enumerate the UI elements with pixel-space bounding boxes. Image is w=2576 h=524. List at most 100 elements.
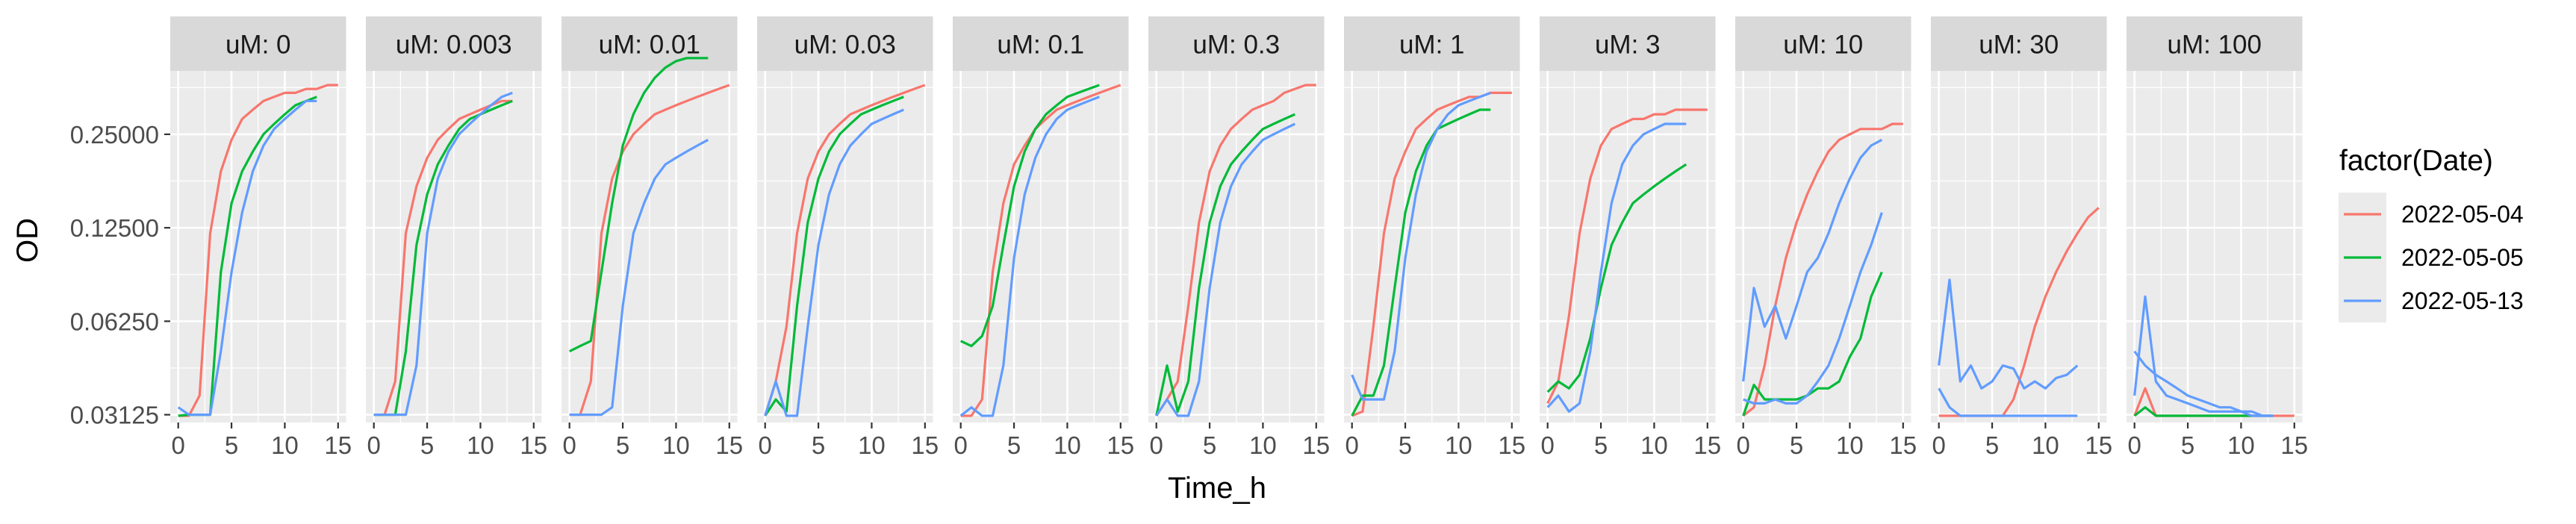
facet-panel: uM: 30 0 5 10 15	[1931, 16, 2112, 459]
x-tick-label: 15	[715, 431, 743, 459]
y-axis: 0.03125 0.06250 0.12500 0.25000	[70, 121, 170, 429]
series-line	[1351, 91, 1491, 401]
x-tick-label: 5	[225, 431, 238, 459]
y-tick-label: 0.03125	[70, 402, 159, 429]
x-tick-label: 15	[1889, 431, 1917, 459]
facet-panel: uM: 0.01 0 5 10 15	[561, 16, 743, 459]
series-line	[569, 138, 709, 417]
x-tick-label: 15	[1498, 431, 1525, 459]
y-tick-label: 0.12500	[70, 214, 159, 242]
x-tick-label: 5	[1985, 431, 1999, 459]
x-tick-label: 15	[2280, 431, 2308, 459]
x-tick-label: 10	[1445, 431, 1472, 459]
x-tick-label: 10	[662, 431, 690, 459]
x-tick-label: 10	[1640, 431, 1668, 459]
x-tick-label: 5	[1203, 431, 1216, 459]
facet-panel: uM: 0.1 0 5 10 15	[953, 16, 1134, 459]
series-line	[568, 57, 709, 353]
facet-panel: uM: 10 0 5 10 15	[1735, 16, 1917, 459]
facet-panel: uM: 1 0 5 10 15	[1344, 16, 1525, 459]
series-line	[2133, 350, 2274, 417]
legend-item: 2022-05-04	[2339, 193, 2524, 236]
series-line	[373, 91, 513, 417]
x-tick-label: 10	[1054, 431, 1081, 459]
legend-item: 2022-05-13	[2339, 279, 2524, 322]
facet-panel: uM: 0.03 0 5 10 15	[757, 16, 939, 459]
x-tick-label: 15	[1302, 431, 1330, 459]
facet-strip	[1931, 16, 2107, 71]
x-tick-label: 15	[1107, 431, 1134, 459]
facet-strip	[366, 16, 542, 71]
legend-label: 2022-05-13	[2401, 287, 2524, 314]
x-tick-label: 5	[1007, 431, 1021, 459]
facet-panel: uM: 0.3 0 5 10 15	[1148, 16, 1330, 459]
x-tick-label: 0	[954, 431, 968, 459]
series-line	[1155, 122, 1295, 417]
facet-panel: uM: 3 0 5 10 15	[1540, 16, 1721, 459]
facet-strip-label: uM: 0.3	[1192, 31, 1280, 60]
series-line	[1742, 271, 1883, 417]
series-line	[1546, 163, 1687, 393]
facet-strip-label: uM: 10	[1783, 31, 1863, 60]
y-tick-label: 0.06250	[70, 308, 159, 335]
x-tick-label: 10	[858, 431, 886, 459]
series-line	[764, 96, 904, 417]
series-line	[1155, 113, 1295, 417]
facet-strip	[1540, 16, 1716, 71]
series-line	[1546, 122, 1687, 413]
facet-strip-label: uM: 0	[225, 31, 291, 60]
x-tick-label: 0	[1932, 431, 1946, 459]
facet-strip	[1344, 16, 1520, 71]
x-tick-label: 0	[563, 431, 576, 459]
x-tick-label: 5	[812, 431, 825, 459]
series-line	[960, 84, 1121, 417]
x-axis-title: Time_h	[1168, 472, 1266, 505]
x-tick-label: 15	[1693, 431, 1721, 459]
x-tick-label: 0	[172, 431, 185, 459]
x-tick-label: 0	[1150, 431, 1163, 459]
series-line	[960, 84, 1100, 348]
facet-strip-label: uM: 0.1	[997, 31, 1084, 60]
facet-strip-label: uM: 0.03	[794, 31, 896, 60]
x-tick-label: 5	[420, 431, 434, 459]
x-tick-label: 0	[1737, 431, 1750, 459]
facet-strip	[953, 16, 1129, 71]
series-line	[1546, 108, 1708, 405]
facet-strip	[757, 16, 933, 71]
series-line	[177, 99, 317, 417]
y-tick-label: 0.25000	[70, 121, 159, 149]
facet-strip	[1148, 16, 1325, 71]
x-tick-label: 5	[1790, 431, 1803, 459]
facet-strip-label: uM: 1	[1399, 31, 1465, 60]
series-line	[959, 96, 1100, 417]
series-line	[1742, 122, 1903, 417]
series-line	[1351, 108, 1491, 417]
x-tick-label: 5	[1399, 431, 1412, 459]
x-tick-label: 10	[467, 431, 494, 459]
facet-panel: uM: 0.003 0 5 10 15	[366, 16, 547, 459]
facet-strip	[170, 16, 346, 71]
x-tick-label: 10	[2032, 431, 2059, 459]
facet-strip	[1735, 16, 1911, 71]
facet-panel: uM: 100 0 5 10 15	[2127, 16, 2308, 459]
x-tick-label: 5	[2181, 431, 2194, 459]
legend-title: factor(Date)	[2339, 145, 2493, 177]
series-line	[764, 108, 904, 417]
x-tick-label: 0	[367, 431, 381, 459]
x-tick-label: 15	[520, 431, 547, 459]
x-tick-label: 5	[1594, 431, 1608, 459]
x-tick-label: 15	[324, 431, 352, 459]
facet-strip	[2127, 16, 2303, 71]
x-tick-label: 0	[759, 431, 772, 459]
series-line	[178, 84, 338, 417]
series-line	[1938, 278, 2079, 390]
facet-panels: uM: 0 0 5 10 15 uM: 0.003 0 5 10 15 uM: 0.01 0 5 10 15…	[170, 16, 2308, 459]
x-tick-label: 0	[2128, 431, 2141, 459]
y-axis-title: OD	[11, 218, 44, 263]
legend: factor(Date) 2022-05-04 2022-05-05 2022-05…	[2339, 145, 2524, 322]
facet-strip-label: uM: 0.003	[396, 31, 512, 60]
x-tick-label: 15	[911, 431, 939, 459]
legend-label: 2022-05-05	[2401, 244, 2524, 271]
facet-strip	[561, 16, 738, 71]
